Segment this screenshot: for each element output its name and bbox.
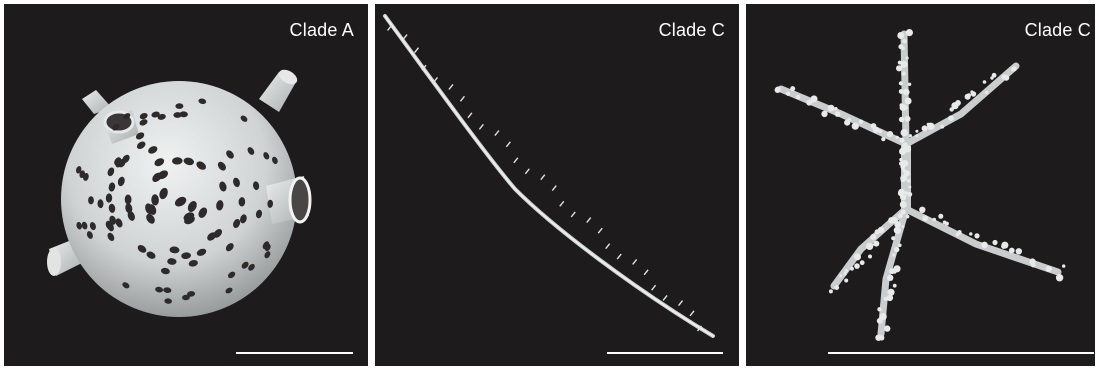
scale-bar	[607, 352, 723, 354]
scale-bar	[236, 352, 353, 354]
clade-label: Clade A	[289, 20, 354, 40]
spherical-shell-image	[47, 69, 312, 317]
needle-spicule-image	[383, 14, 715, 338]
panel-clade-a: Clade A	[4, 4, 368, 366]
clade-label: Clade C	[1024, 20, 1091, 40]
clade-label: Clade C	[658, 20, 725, 40]
panel-clade-c-needle: Clade C	[375, 4, 739, 366]
scale-bar	[828, 352, 1094, 354]
branched-spicule-image	[774, 29, 1066, 341]
panel-clade-c-branched: Clade C	[746, 4, 1095, 366]
